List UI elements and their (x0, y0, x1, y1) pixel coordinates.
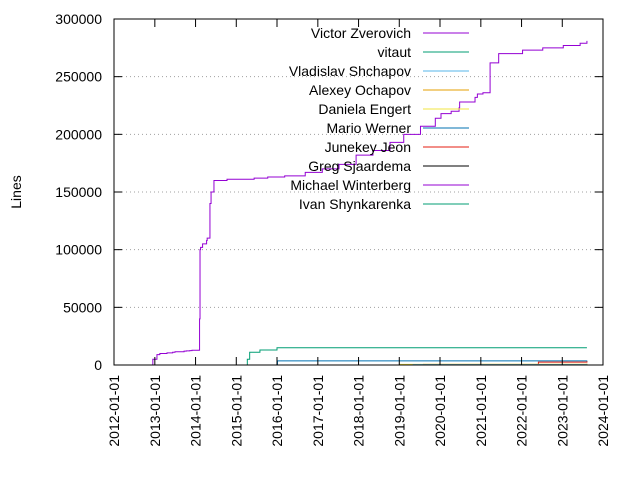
y-tick-label: 50000 (63, 299, 102, 315)
x-tick-label: 2022-01-01 (514, 375, 530, 447)
x-axis: 2012-01-01 2013-01-01 2014-01-01 2015-01-01… (106, 19, 611, 447)
x-tick-label: 2019-01-01 (391, 375, 407, 447)
legend-label: vitaut (378, 44, 412, 60)
x-tick-label: 2021-01-01 (473, 375, 489, 447)
y-tick-label: 200000 (55, 126, 102, 142)
legend-label: Alexey Ochapov (309, 82, 411, 98)
x-tick-label: 2017-01-01 (310, 375, 326, 447)
y-tick-label: 250000 (55, 69, 102, 85)
y-tick-label: 150000 (55, 184, 102, 200)
x-tick-label: 2014-01-01 (188, 375, 204, 447)
grid-lines (114, 76, 603, 308)
legend-label: Vladislav Shchapov (289, 63, 411, 79)
legend-label: Michael Winterberg (290, 177, 411, 193)
x-tick-label: 2020-01-01 (432, 375, 448, 447)
x-tick-label: 2018-01-01 (351, 375, 367, 447)
y-tick-label: 300000 (55, 11, 102, 27)
x-tick-label: 2012-01-01 (106, 375, 122, 447)
x-tick-label: 2015-01-01 (228, 375, 244, 447)
y-tick-label: 100000 (55, 242, 102, 258)
legend-label: Greg Sjaardema (308, 158, 411, 174)
legend-label: Junekey Jeon (325, 139, 411, 155)
legend-label: Mario Werner (326, 120, 411, 136)
x-tick-label: 2016-01-01 (269, 375, 285, 447)
x-tick-label: 2013-01-01 (147, 375, 163, 447)
legend-label: Victor Zverovich (311, 25, 411, 41)
y-tick-label: 0 (94, 357, 102, 373)
x-tick-label: 2023-01-01 (554, 375, 570, 447)
legend-label: Daniela Engert (318, 101, 411, 117)
legend-label: Ivan Shynkarenka (299, 196, 411, 212)
y-axis: 0 50000 100000 150000 200000 250000 300000 (55, 11, 603, 373)
legend: Victor Zverovich vitaut Vladislav Shchapov… (289, 25, 469, 212)
x-tick-label: 2024-01-01 (595, 375, 611, 447)
y-axis-label: Lines (8, 175, 24, 208)
series-line (152, 40, 588, 366)
series-line (244, 347, 587, 366)
